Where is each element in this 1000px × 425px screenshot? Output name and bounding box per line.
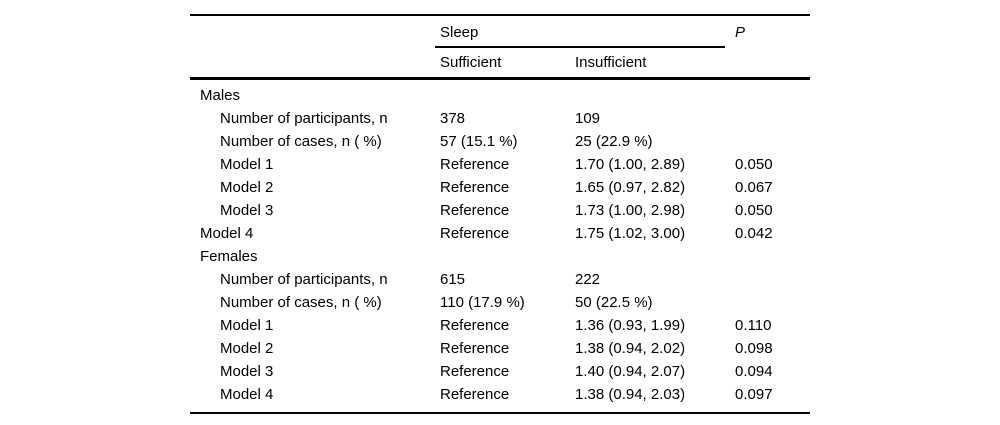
row-label: Number of cases, n ( %) [220, 293, 382, 311]
row-label: Model 4 [220, 385, 274, 403]
insufficient-value: 1.40 (0.94, 2.07) [575, 362, 686, 380]
table-row: Number of cases, n ( %) 57 (15.1 %) 25 (… [190, 130, 810, 153]
p-value: 0.042 [735, 224, 773, 242]
row-label: Model 3 [220, 201, 274, 219]
table-row: Model 1 Reference 1.70 (1.00, 2.89) 0.05… [190, 153, 810, 176]
insufficient-value: 1.65 (0.97, 2.82) [575, 178, 686, 196]
row-label: Number of participants, n [220, 109, 388, 127]
sufficient-value: Reference [440, 155, 510, 173]
table-row: Females [190, 245, 810, 268]
row-label: Model 1 [220, 155, 274, 173]
p-value: 0.098 [735, 339, 773, 357]
p-value: 0.097 [735, 385, 773, 403]
table-row: Number of participants, n 615 222 [190, 268, 810, 291]
p-value: 0.050 [735, 155, 773, 173]
table-body: Males Number of participants, n 378 109 … [190, 80, 810, 412]
insufficient-value: 1.38 (0.94, 2.02) [575, 339, 686, 357]
table-top-rule [190, 14, 810, 16]
insufficient-value: 25 (22.9 %) [575, 132, 653, 150]
sleep-spanner-cell: Sleep [435, 16, 735, 48]
sufficient-value: Reference [440, 362, 510, 380]
p-value: 0.067 [735, 178, 773, 196]
table-bottom-rule [190, 411, 810, 414]
p-value: 0.094 [735, 362, 773, 380]
insufficient-value: 222 [575, 270, 601, 288]
p-column-header: P [735, 23, 746, 41]
insufficient-value: 109 [575, 109, 601, 127]
sufficient-value: Reference [440, 385, 510, 403]
sufficient-value: 378 [440, 109, 466, 127]
insufficient-column-header: Insufficient [575, 54, 647, 71]
sufficient-value: 615 [440, 270, 466, 288]
insufficient-value: 50 (22.5 %) [575, 293, 653, 311]
row-label: Model 3 [220, 362, 274, 380]
table-row: Model 1 Reference 1.36 (0.93, 1.99) 0.11… [190, 314, 810, 337]
row-label: Model 4 [200, 224, 254, 242]
table-row: Males [190, 84, 810, 107]
table-row: Model 2 Reference 1.38 (0.94, 2.02) 0.09… [190, 337, 810, 360]
row-label: Model 2 [220, 339, 274, 357]
row-label: Number of participants, n [220, 270, 388, 288]
sufficient-value: Reference [440, 224, 510, 242]
sufficient-value: Reference [440, 316, 510, 334]
insufficient-value: 1.75 (1.02, 3.00) [575, 224, 686, 242]
sufficient-column-header: Sufficient [440, 54, 502, 71]
header-spanner-row: Sleep P [190, 16, 810, 48]
sleep-spanner-underline [435, 46, 725, 48]
p-value: 0.110 [735, 316, 772, 334]
table-row: Model 3 Reference 1.40 (0.94, 2.07) 0.09… [190, 360, 810, 383]
insufficient-value: 1.70 (1.00, 2.89) [575, 155, 686, 173]
table-row: Model 2 Reference 1.65 (0.97, 2.82) 0.06… [190, 176, 810, 199]
sufficient-value: 110 (17.9 %) [440, 293, 525, 311]
statistics-table: Sleep P Sufficient Insufficient Males Nu… [190, 14, 810, 414]
row-label: Model 1 [220, 316, 274, 334]
row-label: Number of cases, n ( %) [220, 132, 382, 150]
row-label: Model 2 [220, 178, 274, 196]
sufficient-value: Reference [440, 339, 510, 357]
table-header-rule [190, 77, 810, 80]
insufficient-value: 1.38 (0.94, 2.03) [575, 385, 686, 403]
table-row: Number of participants, n 378 109 [190, 107, 810, 130]
sufficient-value: 57 (15.1 %) [440, 132, 518, 150]
row-label: Males [200, 86, 241, 104]
insufficient-value: 1.73 (1.00, 2.98) [575, 201, 686, 219]
insufficient-value: 1.36 (0.93, 1.99) [575, 316, 686, 334]
table-row: Model 4 Reference 1.75 (1.02, 3.00) 0.04… [190, 222, 810, 245]
table-row: Model 3 Reference 1.73 (1.00, 2.98) 0.05… [190, 199, 810, 222]
p-value: 0.050 [735, 201, 773, 219]
table-row: Model 4 Reference 1.38 (0.94, 2.03) 0.09… [190, 383, 810, 406]
sufficient-value: Reference [440, 201, 510, 219]
header-columns-row: Sufficient Insufficient [190, 48, 810, 77]
table-row: Number of cases, n ( %) 110 (17.9 %) 50 … [190, 291, 810, 314]
row-label: Females [200, 247, 258, 265]
sufficient-value: Reference [440, 178, 510, 196]
sleep-spanner-label: Sleep [440, 23, 479, 41]
